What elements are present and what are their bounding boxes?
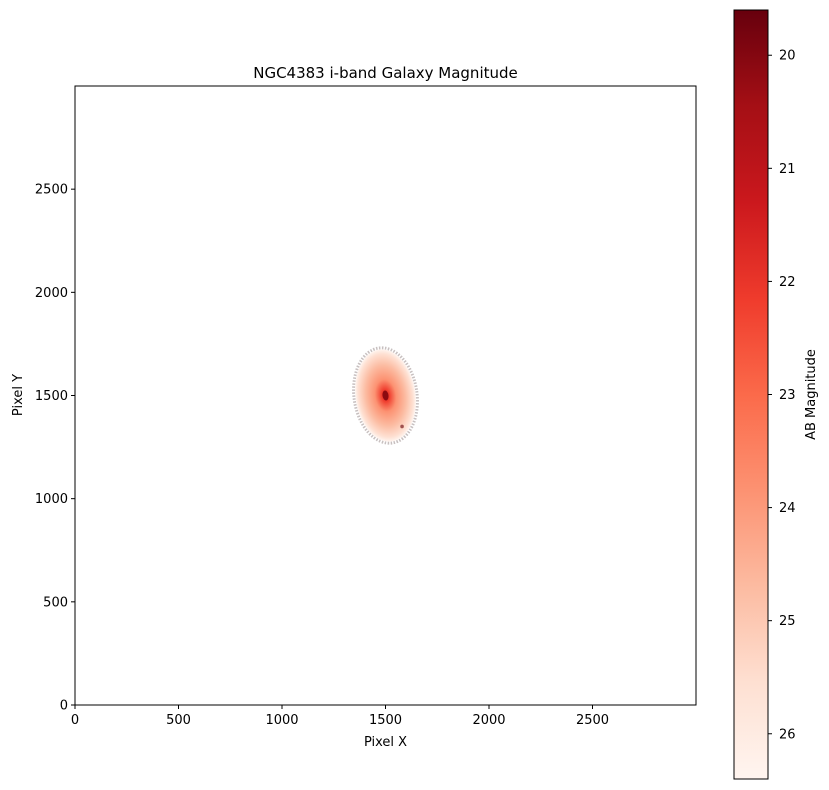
- galaxy-core: [382, 390, 389, 401]
- y-tick-label: 1000: [35, 492, 68, 507]
- x-tick-label: 2500: [576, 713, 609, 728]
- galaxy-image: [352, 346, 419, 445]
- x-axis: 0 500 1000 1500 2000 2500: [71, 705, 609, 728]
- colorbar-tick-label: 26: [779, 727, 796, 742]
- x-tick-label: 2000: [472, 713, 505, 728]
- y-tick-label: 500: [43, 595, 68, 610]
- companion-knot: [400, 424, 404, 429]
- x-tick-label: 0: [71, 713, 79, 728]
- y-tick-label: 0: [60, 699, 68, 714]
- colorbar-tick-label: 25: [779, 614, 796, 629]
- colorbar-tick-label: 24: [779, 501, 796, 516]
- colorbar: [734, 10, 768, 779]
- y-tick-label: 2000: [35, 286, 68, 301]
- x-axis-label: Pixel X: [364, 735, 407, 750]
- galaxy-halo: [352, 346, 419, 445]
- colorbar-label: AB Magnitude: [804, 349, 819, 440]
- y-tick-label: 1500: [35, 389, 68, 404]
- y-axis-label: Pixel Y: [11, 374, 26, 416]
- y-tick-label: 2500: [35, 183, 68, 198]
- x-tick-label: 1000: [265, 713, 298, 728]
- chart-title: NGC4383 i-band Galaxy Magnitude: [253, 64, 518, 82]
- colorbar-tick-label: 23: [779, 388, 796, 403]
- x-tick-label: 500: [166, 713, 191, 728]
- x-tick-label: 1500: [369, 713, 402, 728]
- colorbar-tick-label: 20: [779, 49, 796, 64]
- colorbar-tick-label: 21: [779, 162, 796, 177]
- colorbar-tick-label: 22: [779, 275, 796, 290]
- y-axis: 0 500 1000 1500 2000 2500: [35, 183, 75, 714]
- colorbar-axis: 20 21 22 23 24 25 26: [768, 49, 796, 742]
